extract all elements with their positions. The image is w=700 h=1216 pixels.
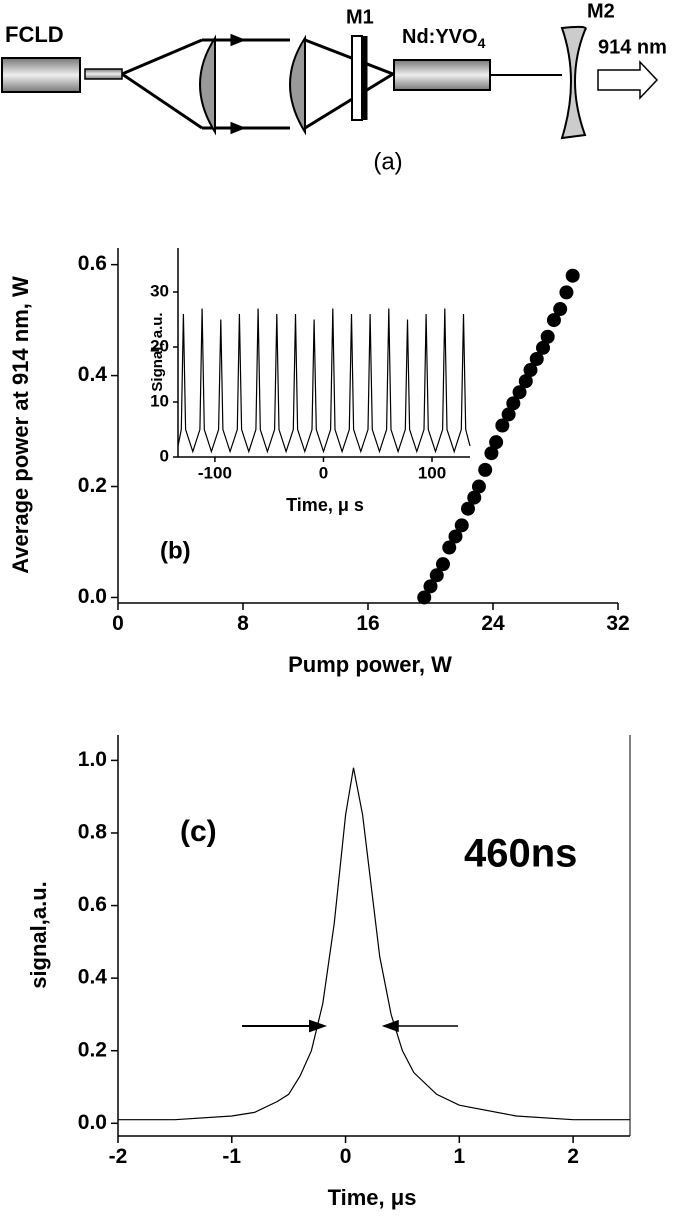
point [523, 363, 538, 378]
point [559, 285, 574, 300]
point [506, 396, 521, 411]
point [489, 435, 504, 450]
y-axis-label: Signal, a.u. [149, 312, 166, 391]
mirror-m2 [560, 25, 587, 140]
y-tick-label: 1.0 [78, 748, 107, 771]
crystal-label: Nd:YVO4 [402, 26, 486, 50]
caption: (a) [373, 148, 402, 175]
y-tick-label: 20 [150, 336, 169, 355]
point [467, 490, 482, 505]
beam [202, 33, 290, 135]
y-tick-label: 0.2 [78, 1038, 107, 1061]
y-tick-label: 0.8 [78, 821, 108, 844]
line [177, 308, 471, 454]
point [442, 540, 457, 555]
width-arrow [381, 1019, 458, 1033]
y-tick-label: 0.0 [78, 585, 107, 608]
source-label: FCLD [5, 22, 64, 47]
point [553, 302, 568, 317]
y-tick-label: 0.0 [78, 1111, 107, 1134]
x-tick-label: 8 [237, 612, 249, 635]
output-label: 914 nm [598, 36, 667, 58]
x-tick-label: 0 [112, 612, 124, 635]
beam [121, 38, 203, 130]
lens [199, 34, 216, 136]
x-tick-label: 24 [481, 612, 505, 635]
width-arrow [242, 1019, 327, 1033]
y-tick-label: 0.6 [78, 252, 107, 275]
point [417, 590, 432, 605]
x-tick-label: 100 [418, 463, 446, 482]
x-tick-label: -100 [198, 463, 232, 482]
point [454, 518, 469, 533]
fiber [84, 68, 123, 80]
point [495, 418, 510, 433]
y-tick-label: 0.4 [78, 363, 108, 386]
lens [289, 34, 306, 136]
x-tick-label: 0 [319, 463, 328, 482]
output-arrow [597, 60, 659, 100]
point [536, 340, 550, 355]
x-tick-label: -2 [109, 1145, 128, 1168]
line [118, 767, 630, 1121]
annotation: (b) [160, 537, 191, 564]
point [546, 313, 561, 328]
point [461, 501, 475, 516]
m1-label: M1 [346, 6, 374, 28]
laser-diode [1, 57, 81, 93]
y-tick-label: 0.2 [78, 474, 107, 497]
crystal-base: Nd:YVO [402, 26, 478, 48]
mirror-m1 [351, 35, 363, 121]
point [423, 579, 438, 594]
annotation: (c) [180, 815, 217, 848]
x-tick-label: 1 [453, 1145, 465, 1168]
y-axis-label: Average power at 914 nm, W [8, 276, 33, 574]
y-tick-label: 30 [150, 281, 169, 300]
x-tick-label: 2 [567, 1145, 579, 1168]
m2-label: M2 [587, 0, 615, 22]
annotation: 460ns [464, 832, 577, 876]
point [471, 479, 486, 494]
point [529, 351, 544, 366]
x-tick-label: 16 [356, 612, 379, 635]
x-tick-label: -1 [222, 1145, 241, 1168]
point [501, 407, 516, 422]
x-tick-label: 32 [606, 612, 629, 635]
x-axis-label: Time, μs [328, 1185, 417, 1210]
point [518, 374, 533, 389]
point [540, 329, 555, 344]
point [429, 568, 444, 583]
point [436, 557, 450, 572]
beam [304, 38, 394, 130]
crystal-subscript: 4 [478, 35, 486, 51]
crystal [393, 59, 491, 91]
setup-diagram [1, 25, 659, 140]
x-axis-label: Pump power, W [288, 652, 452, 677]
y-tick-label: 0.6 [78, 893, 107, 916]
point [478, 462, 493, 477]
point [484, 446, 499, 461]
point [512, 385, 527, 400]
x-tick-label: 0 [340, 1145, 352, 1168]
y-tick-label: 0 [160, 446, 169, 465]
x-axis-label: Time, μ s [286, 495, 364, 515]
point [448, 529, 463, 544]
y-axis-label: signal,a.u. [26, 881, 51, 989]
point [565, 268, 580, 283]
y-tick-label: 10 [150, 391, 169, 410]
y-tick-label: 0.4 [78, 966, 108, 989]
